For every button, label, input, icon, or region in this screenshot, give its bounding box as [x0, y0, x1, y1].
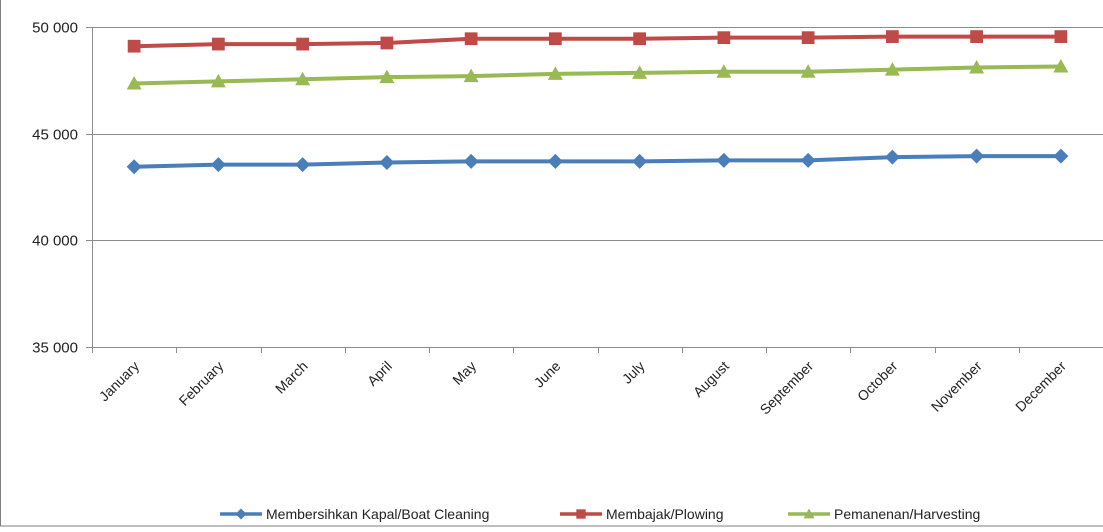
legend-item: Pemanenan/Harvesting [788, 506, 980, 522]
data-point [801, 153, 816, 168]
series-line [134, 156, 1061, 167]
data-point [295, 157, 310, 172]
data-point [576, 509, 585, 518]
data-point [212, 38, 225, 51]
data-point [296, 38, 309, 51]
x-axis-tick-labels: January February March April May June July Augu… [96, 358, 1070, 418]
legend-item: Membajak/Plowing [560, 506, 724, 522]
x-tick-label: May [449, 358, 479, 388]
x-tick-label: September [757, 358, 817, 418]
data-point [549, 32, 562, 45]
series-2 [128, 30, 1068, 52]
data-point [885, 150, 900, 165]
legend-label: Pemanenan/Harvesting [834, 506, 980, 522]
data-point [127, 159, 142, 174]
x-tick-label: December [1012, 358, 1069, 415]
data-point [716, 153, 731, 168]
data-point [886, 30, 899, 43]
x-tick-label: April [364, 358, 395, 389]
data-point [969, 149, 984, 164]
series-3 [127, 59, 1069, 90]
x-tick-label: March [272, 358, 311, 397]
data-point [236, 509, 247, 520]
x-tick-label: January [96, 358, 143, 405]
x-tick-label: July [619, 358, 648, 387]
y-tick-label: 35 000 [32, 340, 78, 357]
x-tick-label: February [176, 358, 227, 409]
data-point [633, 32, 646, 45]
legend-label: Membajak/Plowing [606, 506, 724, 522]
x-tick-label: August [690, 358, 732, 400]
data-point [802, 31, 815, 44]
series-line [134, 37, 1061, 47]
data-point [970, 30, 983, 43]
legend: Membersihkan Kapal/Boat Cleaning Membajak… [220, 506, 980, 522]
y-tick-label: 45 000 [32, 127, 78, 144]
data-point [632, 154, 647, 169]
y-tick-label: 50 000 [32, 20, 78, 37]
data-point [128, 40, 141, 53]
series-1 [127, 149, 1069, 175]
y-tick-label: 40 000 [32, 233, 78, 250]
legend-item: Membersihkan Kapal/Boat Cleaning [220, 506, 489, 522]
legend-label: Membersihkan Kapal/Boat Cleaning [266, 506, 489, 522]
data-point [464, 154, 479, 169]
data-point [211, 157, 226, 172]
data-point [465, 32, 478, 45]
data-point [1053, 149, 1068, 164]
x-tick-label: October [854, 358, 901, 405]
data-point [1055, 30, 1068, 43]
y-axis-tick-labels: 35 000 40 000 45 000 50 000 [32, 20, 78, 357]
data-point [718, 31, 731, 44]
grid-layer [92, 28, 1103, 241]
data-point [379, 155, 394, 170]
x-tick-label: June [531, 358, 564, 391]
x-tick-label: November [928, 358, 985, 415]
data-point [548, 154, 563, 169]
data-point [381, 37, 394, 50]
series-layer [127, 30, 1069, 174]
series-line [134, 66, 1061, 83]
